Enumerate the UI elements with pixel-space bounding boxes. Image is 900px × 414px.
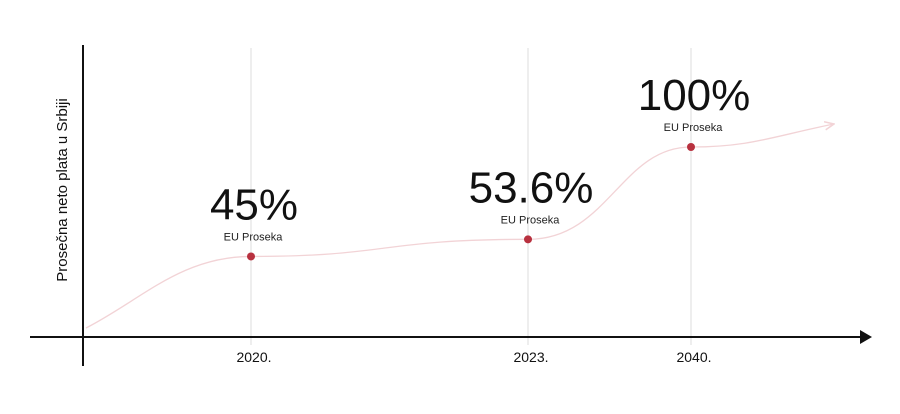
sub-label: EU Proseka — [224, 231, 284, 243]
data-point-2020 — [247, 252, 255, 261]
sub-label: EU Proseka — [664, 122, 724, 134]
data-points — [247, 143, 695, 261]
value-label: 45% — [210, 180, 298, 229]
data-point-2040 — [687, 143, 695, 151]
x-tick-labels: 2020. 2023. 2040. — [236, 349, 711, 365]
x-tick-label: 2040. — [676, 349, 711, 365]
value-label: 100% — [638, 71, 751, 120]
x-axis-arrow-icon — [860, 330, 872, 344]
value-label: 53.6% — [469, 163, 594, 212]
data-point-2023 — [524, 235, 532, 244]
x-tick-label: 2023. — [513, 349, 548, 365]
data-labels: 45% EU Proseka 53.6% EU Proseka 100% EU Prose… — [210, 71, 750, 243]
x-tick-label: 2020. — [236, 349, 271, 365]
sub-label: EU Proseka — [501, 214, 561, 226]
y-axis-title: Prosečna neto plata u Srbiji — [54, 98, 71, 281]
guide-lines — [250, 48, 692, 345]
trend-curve — [85, 124, 834, 329]
